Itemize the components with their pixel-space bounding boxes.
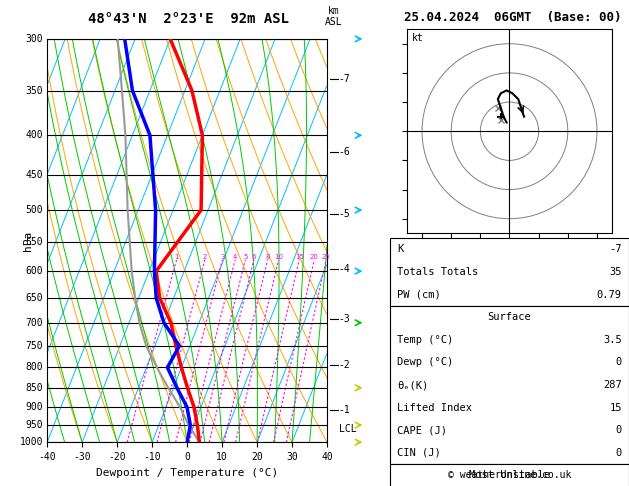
Text: hPa: hPa [23,230,33,251]
Text: 25.04.2024  06GMT  (Base: 00): 25.04.2024 06GMT (Base: 00) [404,11,621,24]
Text: 350: 350 [25,86,43,96]
Text: 5: 5 [243,254,248,260]
Text: 850: 850 [25,383,43,393]
Text: 15: 15 [295,254,304,260]
Text: -7: -7 [338,74,350,84]
Text: 900: 900 [25,402,43,412]
Text: PW (cm): PW (cm) [397,290,441,300]
Text: km
ASL: km ASL [325,6,343,27]
Text: kt: kt [411,33,423,43]
Text: 950: 950 [25,420,43,430]
Text: 3: 3 [220,254,225,260]
Text: Surface: Surface [487,312,532,322]
Text: -2: -2 [338,361,350,370]
Text: 10: 10 [274,254,283,260]
Text: -1: -1 [338,405,350,415]
Bar [390,464,629,486]
Text: 2: 2 [203,254,207,260]
Text: 35: 35 [610,267,622,277]
Bar [390,306,629,464]
Text: 500: 500 [25,205,43,215]
Text: Most Unstable: Most Unstable [469,470,550,481]
Text: 4: 4 [233,254,237,260]
Text: 650: 650 [25,293,43,303]
Text: -4: -4 [338,264,350,274]
Text: 3.5: 3.5 [603,335,622,345]
Text: 287: 287 [603,380,622,390]
Text: 400: 400 [25,130,43,140]
Text: 0: 0 [616,357,622,367]
Text: 15: 15 [610,402,622,413]
Text: CAPE (J): CAPE (J) [397,425,447,435]
Text: 750: 750 [25,341,43,351]
Text: 1000: 1000 [19,437,43,447]
Text: 8: 8 [265,254,270,260]
Text: 600: 600 [25,266,43,276]
Text: CIN (J): CIN (J) [397,448,441,458]
Text: 300: 300 [25,34,43,44]
Text: -3: -3 [338,314,350,324]
Legend: Temperature, Dewpoint, Parcel Trajectory, Dry Adiabat, Wet Adiabat, Isotherm, Mi: Temperature, Dewpoint, Parcel Trajectory… [438,43,533,128]
Text: 6: 6 [252,254,256,260]
X-axis label: Dewpoint / Temperature (°C): Dewpoint / Temperature (°C) [96,468,278,478]
Bar [390,238,629,306]
Text: θₑ(K): θₑ(K) [397,380,428,390]
Text: 700: 700 [25,318,43,328]
Text: Totals Totals: Totals Totals [397,267,479,277]
Text: 0: 0 [616,425,622,435]
Text: Lifted Index: Lifted Index [397,402,472,413]
Text: -6: -6 [338,147,350,156]
Text: -7: -7 [610,244,622,255]
Text: 25: 25 [322,254,331,260]
Text: 800: 800 [25,363,43,372]
Text: Dewp (°C): Dewp (°C) [397,357,454,367]
Text: 48°43'N  2°23'E  92m ASL: 48°43'N 2°23'E 92m ASL [88,12,289,26]
Text: 0.79: 0.79 [597,290,622,300]
Text: 550: 550 [25,237,43,247]
Text: LCL: LCL [338,424,357,434]
Text: © weatheronline.co.uk: © weatheronline.co.uk [448,470,571,480]
Text: 0: 0 [616,448,622,458]
Text: 450: 450 [25,170,43,180]
Text: K: K [397,244,403,255]
Text: -5: -5 [338,209,350,219]
Text: 20: 20 [310,254,319,260]
Text: 1: 1 [174,254,179,260]
Text: Temp (°C): Temp (°C) [397,335,454,345]
